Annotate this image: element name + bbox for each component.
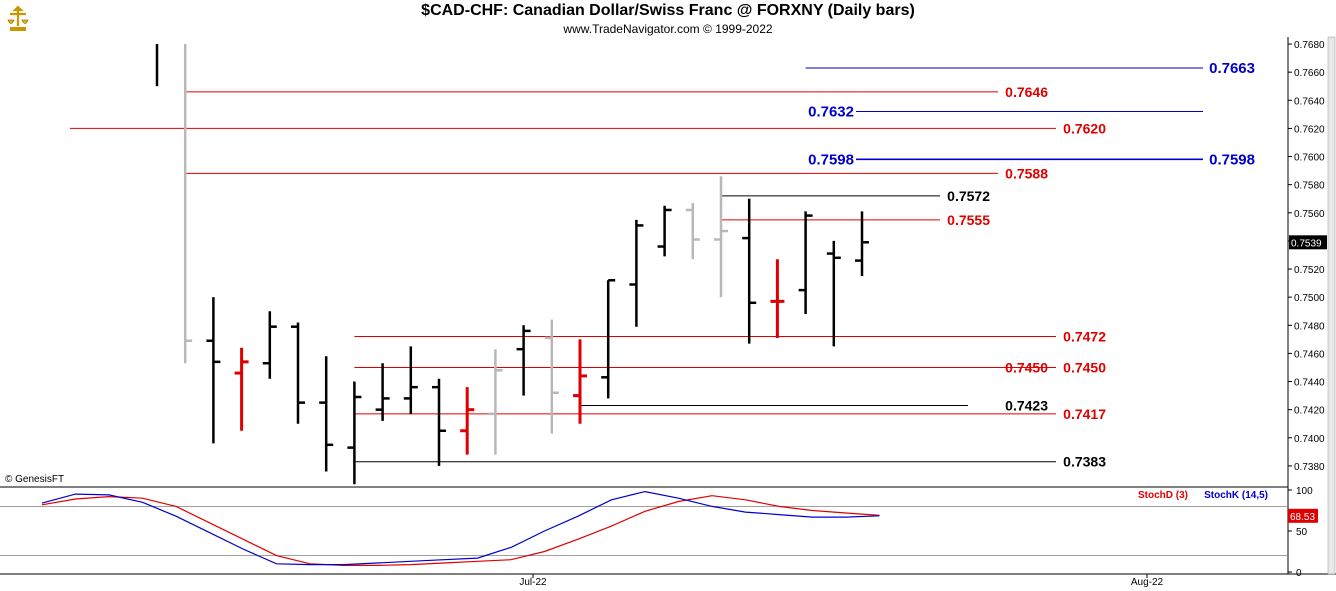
y-tick-label: 0.7480: [1294, 321, 1325, 332]
ohlc-bar: [403, 346, 418, 414]
ohlc-bar: [432, 378, 446, 466]
ohlc-bar: [319, 356, 334, 472]
y-tick-label: 0.7620: [1294, 124, 1325, 135]
level-label-0.7632: 0.7632: [808, 104, 854, 121]
ohlc-bar: [183, 44, 193, 364]
ohlc-bar: [291, 322, 305, 424]
ohlc-bar: [544, 319, 559, 434]
ohlc-bar: [262, 311, 277, 379]
ohlc-bar: [714, 176, 728, 298]
level-label-0.7417: 0.7417: [1063, 406, 1106, 422]
stoch-legend-d: StochD (3): [1138, 490, 1188, 501]
level-label-0.7472: 0.7472: [1063, 329, 1106, 345]
y-tick-label: 0.7380: [1294, 462, 1325, 473]
y-tick-label: 0.7640: [1294, 96, 1325, 107]
level-label-0.7572: 0.7572: [947, 188, 990, 204]
ohlc-bar: [629, 219, 644, 327]
level-label-0.7450: 0.7450: [1063, 359, 1106, 375]
y-tick-label: 0.7460: [1294, 349, 1325, 360]
level-label-0.7450: 0.7450: [1005, 359, 1048, 375]
right-scrollbar: [1327, 36, 1336, 575]
x-tick-label: Jul-22: [519, 577, 547, 588]
ohlc-bar: [601, 279, 616, 399]
last-price-label: 0.7539: [1291, 238, 1322, 249]
last-price-badge: [1289, 235, 1327, 250]
y-tick-label: 0.7520: [1294, 265, 1325, 276]
ohlc-bar: [770, 259, 785, 338]
ohlc-bar: [460, 387, 475, 455]
y-tick-label: 0.7400: [1294, 434, 1325, 445]
ohlc-bar: [347, 381, 362, 485]
chart-subtitle: www.TradeNavigator.com © 1999-2022: [563, 22, 773, 36]
level-label-0.7663: 0.7663: [1209, 60, 1255, 77]
ohlc-bar: [234, 347, 249, 431]
y-tick-label: 0.7600: [1294, 153, 1325, 164]
ohlc-bar: [657, 205, 672, 257]
y-tick-label: 0.7560: [1294, 209, 1325, 220]
y-tick-label: 0.7680: [1294, 40, 1325, 51]
y-tick-label: 0.7440: [1294, 378, 1325, 389]
ohlc-bar: [573, 339, 587, 424]
level-label-0.7383: 0.7383: [1063, 454, 1106, 470]
stoch-series-line-StochK (14,5): [41, 490, 880, 566]
stoch-last-badge: [1288, 508, 1318, 523]
ohlc-bar: [375, 363, 390, 421]
ohlc-bar: [826, 240, 841, 347]
copyright-label: © GenesisFT: [5, 474, 65, 485]
level-label-0.7598: 0.7598: [808, 151, 854, 168]
chart-title: $CAD-CHF: Canadian Dollar/Swiss Franc @ …: [421, 2, 915, 19]
ohlc-bar: [516, 325, 531, 396]
ohlc-bar: [488, 349, 503, 455]
level-label-0.7598: 0.7598: [1209, 151, 1255, 168]
ohlc-bar: [855, 211, 869, 277]
stoch-series-line-StochD (3): [41, 495, 880, 567]
level-label-0.7620: 0.7620: [1063, 120, 1106, 136]
stoch-legend-k: StochK (14,5): [1204, 490, 1268, 501]
ohlc-bar: [685, 202, 700, 260]
ohlc-bar: [742, 198, 757, 344]
stoch-y-tick-label: 0: [1296, 568, 1302, 579]
y-tick-label: 0.7660: [1294, 68, 1325, 79]
stoch-last-label: 68.53: [1290, 512, 1315, 523]
x-tick-label: Aug-22: [1131, 577, 1164, 588]
level-label-0.7423: 0.7423: [1005, 397, 1048, 413]
stoch-y-tick-label: 50: [1296, 527, 1308, 538]
ohlc-bar: [206, 297, 221, 444]
ohlc-bar: [798, 211, 813, 315]
level-label-0.7646: 0.7646: [1005, 84, 1048, 100]
y-tick-label: 0.7500: [1294, 293, 1325, 304]
level-label-0.7588: 0.7588: [1005, 165, 1048, 181]
stoch-y-tick-label: 100: [1296, 486, 1313, 497]
y-tick-label: 0.7580: [1294, 181, 1325, 192]
y-tick-label: 0.7420: [1294, 406, 1325, 417]
level-label-0.7555: 0.7555: [947, 212, 990, 228]
trade-navigator-logo-icon: [7, 5, 29, 31]
